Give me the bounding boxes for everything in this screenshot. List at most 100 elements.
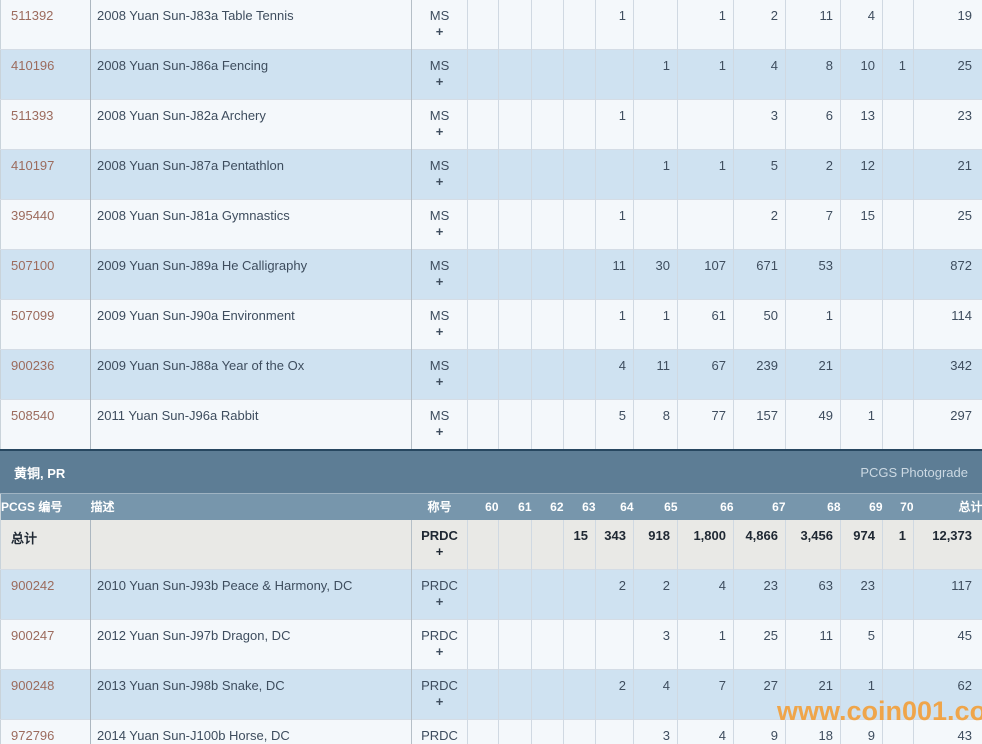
- grade-68-count: 49: [785, 399, 841, 449]
- grade-63-count: [563, 299, 596, 350]
- grade-69-count: 5: [840, 618, 883, 669]
- grade-66-count: [677, 99, 734, 150]
- coin-description: 2008 Yuan Sun-J86a Fencing: [90, 49, 412, 100]
- grade-69-count: [840, 299, 883, 350]
- grade-69-count: 4: [840, 0, 883, 50]
- grade-64-count: 1: [595, 199, 634, 250]
- grade-65-count: 1: [633, 49, 678, 100]
- col-header-pcgs-number: PCGS 编号: [0, 493, 91, 520]
- grade-61-count: [498, 399, 532, 449]
- designation-cell: MS +: [411, 149, 468, 200]
- coin-row: 511393 2008 Yuan Sun-J82a Archery MS + 1 …: [0, 99, 982, 150]
- plus-designation: +: [435, 324, 444, 339]
- pcgs-number-link[interactable]: 900242: [11, 577, 55, 593]
- grade-62-count: [531, 0, 564, 50]
- grade-61-count: [498, 349, 532, 400]
- grade-66-count: 67: [677, 349, 734, 400]
- coin-row: 508540 2011 Yuan Sun-J96a Rabbit MS + 5 8…: [0, 399, 982, 449]
- col-header-grade-69: 69: [840, 493, 883, 520]
- grade-68-count: 53: [785, 249, 841, 300]
- plus-designation: +: [435, 543, 444, 559]
- grade-69-count: 10: [840, 49, 883, 100]
- grade-63-count: [563, 149, 596, 200]
- pcgs-number-cell: 410197: [0, 149, 91, 200]
- grade-60-count: [467, 249, 499, 300]
- pcgs-number-link[interactable]: 511393: [11, 108, 54, 123]
- pcgs-number-link[interactable]: 395440: [11, 208, 55, 223]
- pcgs-number-link[interactable]: 508540: [11, 408, 55, 423]
- designation-cell: MS +: [411, 99, 468, 150]
- grade-68-count: 21: [785, 668, 841, 719]
- grade-66-count: 4: [677, 568, 734, 619]
- grade-65-count: 8: [633, 399, 678, 449]
- grade-65-count: 11: [633, 349, 678, 400]
- grade-61-count: [498, 618, 532, 669]
- designation-cell: MS +: [411, 249, 468, 300]
- grade-65-count: [633, 99, 678, 150]
- grade-67-count: 239: [733, 349, 786, 400]
- grade-61-count: [498, 199, 532, 250]
- plus-designation: +: [435, 124, 444, 139]
- grade-70-count: [882, 0, 914, 50]
- grade-62-count: [531, 668, 564, 719]
- pcgs-number-link[interactable]: 900248: [11, 677, 55, 693]
- plus-designation: +: [435, 643, 444, 659]
- col-header-grade-61: 61: [498, 493, 532, 520]
- grade-62-count: [531, 99, 564, 150]
- grade-69-count: 23: [840, 568, 883, 619]
- designation-cell: PRDC+: [411, 618, 468, 669]
- grade-70-count: [882, 149, 914, 200]
- plus-designation: +: [435, 174, 444, 189]
- pcgs-number-link[interactable]: 900247: [11, 627, 55, 643]
- grade-70-count: [882, 249, 914, 300]
- plus-designation: +: [435, 374, 444, 389]
- total-count: 117: [913, 568, 982, 619]
- grade-63-count: [563, 99, 596, 150]
- designation-cell: MS +: [411, 299, 468, 350]
- coin-description: 2013 Yuan Sun-J98b Snake, DC: [90, 668, 412, 719]
- designation-label: MS: [429, 258, 450, 273]
- grade-61-count: [498, 249, 532, 300]
- pcgs-number-link[interactable]: 507100: [11, 258, 55, 273]
- grade-60-count: [467, 199, 499, 250]
- grade-67-count: 3: [733, 99, 786, 150]
- grade-60-count: [467, 0, 499, 50]
- grade-62-count: [531, 149, 564, 200]
- grade-62-count: [531, 249, 564, 300]
- grade-70-count: [882, 668, 914, 719]
- grade-61-count: [498, 149, 532, 200]
- grade-64-count: 1: [595, 99, 634, 150]
- designation-label: MS: [429, 108, 450, 123]
- total-count: 23: [913, 99, 982, 150]
- pcgs-number-link[interactable]: 410197: [11, 158, 55, 173]
- photograde-link[interactable]: PCGS Photograde: [860, 464, 968, 480]
- col-header-description: 描述: [90, 493, 412, 520]
- pcgs-number-link[interactable]: 900236: [11, 358, 55, 373]
- grade-63-count: [563, 668, 596, 719]
- grade-65-count: [633, 199, 678, 250]
- pcgs-number-cell: 508540: [0, 399, 91, 449]
- totals-grade-69-count: 974: [840, 519, 883, 569]
- grade-70-count: [882, 99, 914, 150]
- pcgs-number-cell: 507100: [0, 249, 91, 300]
- grade-62-count: [531, 718, 564, 744]
- grade-60-count: [467, 718, 499, 744]
- grade-69-count: 13: [840, 99, 883, 150]
- coin-description: 2012 Yuan Sun-J97b Dragon, DC: [90, 618, 412, 669]
- pcgs-number-link[interactable]: 507099: [11, 308, 55, 323]
- grade-62-count: [531, 49, 564, 100]
- designation-cell: MS +: [411, 0, 468, 50]
- coin-description: 2008 Yuan Sun-J87a Pentathlon: [90, 149, 412, 200]
- col-header-designation: 称号: [411, 493, 468, 520]
- col-header-grade-70: 70: [882, 493, 914, 520]
- grade-60-count: [467, 299, 499, 350]
- pcgs-number-link[interactable]: 972796: [11, 727, 55, 743]
- designation-cell: PRDC+: [411, 568, 468, 619]
- pcgs-number-link[interactable]: 511392: [11, 8, 54, 23]
- coin-row: 511392 2008 Yuan Sun-J83a Table Tennis M…: [0, 0, 982, 50]
- total-count: 45: [913, 618, 982, 669]
- pcgs-number-link[interactable]: 410196: [11, 58, 55, 73]
- total-count: 872: [913, 249, 982, 300]
- designation-label: PRDC: [421, 627, 458, 643]
